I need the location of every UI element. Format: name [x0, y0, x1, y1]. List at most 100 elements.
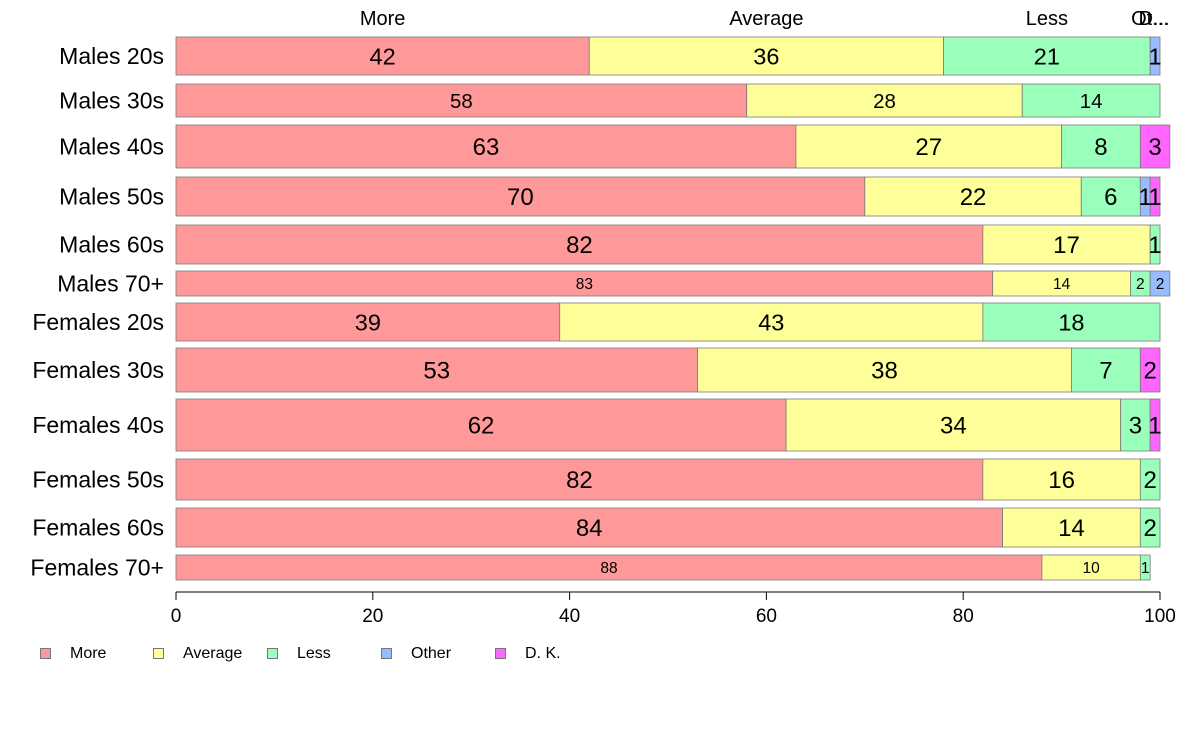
x-tick-label-60: 60: [756, 606, 777, 627]
bar-females-20s-less: [982, 302, 1161, 342]
x-tick-label-20: 20: [362, 606, 383, 627]
data-label-females-50s-more: 82: [566, 467, 593, 494]
top-label-average: Average: [729, 8, 803, 30]
data-label-males-20s-average: 36: [753, 43, 779, 69]
bar-males-30s-average: [746, 83, 1023, 118]
data-label-males-30s-less: 14: [1080, 90, 1103, 113]
bar-females-70-average: [1041, 554, 1141, 581]
x-tick-label-0: 0: [171, 606, 182, 627]
bar-females-20s-more: [175, 302, 561, 342]
bar-males-40s-more: [175, 124, 797, 169]
bar-females-40s-d-k: [1149, 398, 1161, 452]
data-label-females-20s-more: 39: [355, 309, 381, 335]
bar-females-60s-less: [1139, 507, 1161, 548]
data-label-males-50s-other: 1: [1139, 184, 1152, 211]
data-label-females-60s-more: 84: [576, 515, 603, 542]
data-label-females-40s-more: 62: [468, 413, 495, 440]
data-label-males-40s-less: 8: [1094, 134, 1107, 161]
data-label-males-60s-average: 17: [1053, 232, 1080, 259]
data-label-females-70-more: 88: [600, 560, 617, 577]
data-label-males-30s-average: 28: [873, 90, 896, 113]
bar-males-60s-more: [175, 224, 984, 265]
data-label-males-50s-less: 6: [1104, 184, 1117, 211]
data-label-females-50s-average: 16: [1048, 467, 1075, 494]
category-label-females-50s: Females 50s: [32, 467, 164, 493]
bar-females-30s-more: [175, 347, 698, 393]
bar-males-50s-d-k: [1149, 176, 1161, 217]
data-label-males-50s-d-k: 1: [1148, 184, 1161, 211]
category-label-males-70: Males 70+: [57, 271, 164, 297]
data-label-females-60s-average: 14: [1058, 515, 1085, 542]
bar-males-40s-d-k: [1139, 124, 1171, 169]
legend-swatch-more: [40, 648, 51, 659]
bar-females-30s-average: [697, 347, 1072, 393]
category-label-females-40s: Females 40s: [32, 412, 164, 438]
bar-females-60s-more: [175, 507, 1003, 548]
data-label-females-70-less: 1: [1141, 560, 1150, 577]
x-tick-label-40: 40: [559, 606, 580, 627]
bar-males-70-other: [1149, 270, 1171, 297]
legend-label-other: Other: [411, 645, 452, 662]
data-label-males-50s-average: 22: [960, 184, 987, 211]
data-label-females-30s-less: 7: [1099, 358, 1112, 385]
bar-males-20s-less: [943, 36, 1151, 76]
legend-swatch-less: [267, 648, 278, 659]
legend-label-less: Less: [297, 645, 331, 662]
data-label-males-40s-d-k: 3: [1148, 134, 1161, 161]
data-label-males-60s-more: 82: [566, 232, 593, 259]
legend-swatch-dk: [495, 648, 506, 659]
x-tick-label-100: 100: [1144, 606, 1176, 627]
category-label-males-20s: Males 20s: [59, 43, 164, 69]
bar-males-30s-less: [1021, 83, 1161, 118]
bar-males-70-average: [992, 270, 1131, 297]
data-label-females-30s-average: 38: [871, 358, 898, 385]
bar-males-40s-average: [795, 124, 1062, 169]
bar-females-40s-average: [785, 398, 1122, 452]
data-label-females-20s-less: 18: [1058, 309, 1084, 335]
category-label-males-40s: Males 40s: [59, 134, 164, 160]
category-label-females-20s: Females 20s: [32, 309, 164, 335]
bar-females-70-less: [1139, 554, 1151, 581]
data-label-males-70-more: 83: [576, 276, 593, 293]
data-label-females-30s-d-k: 2: [1143, 358, 1156, 385]
bar-females-20s-average: [559, 302, 984, 342]
data-label-females-40s-d-k: 1: [1148, 413, 1161, 440]
legend-swatch-average: [153, 648, 164, 659]
legend-label-dk: D. K.: [525, 645, 561, 662]
category-label-females-70: Females 70+: [30, 555, 164, 581]
legend-label-average: Average: [183, 645, 243, 662]
bar-females-60s-average: [1002, 507, 1141, 548]
legend-swatch-other: [381, 648, 392, 659]
data-label-males-70-average: 14: [1053, 276, 1071, 293]
bar-females-30s-less: [1071, 347, 1141, 393]
data-label-males-40s-average: 27: [915, 134, 942, 161]
data-label-males-20s-other: 1: [1149, 43, 1162, 69]
bar-males-40s-less: [1061, 124, 1141, 169]
bar-males-20s-more: [175, 36, 590, 76]
data-label-females-70-average: 10: [1082, 560, 1100, 577]
data-label-females-30s-more: 53: [423, 358, 450, 385]
category-label-males-60s: Males 60s: [59, 232, 164, 258]
bar-males-20s-other: [1149, 36, 1161, 76]
data-label-females-40s-less: 3: [1129, 413, 1142, 440]
category-label-females-60s: Females 60s: [32, 515, 164, 541]
data-label-females-50s-less: 2: [1143, 467, 1156, 494]
top-label-d-k: D...: [1138, 8, 1169, 30]
data-label-females-60s-less: 2: [1143, 515, 1156, 542]
top-label-less: Less: [1026, 8, 1068, 30]
data-label-males-20s-more: 42: [370, 43, 396, 69]
data-label-males-70-less: 2: [1136, 276, 1145, 293]
bar-males-50s-less: [1080, 176, 1141, 217]
x-tick-label-80: 80: [953, 606, 974, 627]
data-label-females-20s-average: 43: [758, 309, 784, 335]
data-label-males-20s-less: 21: [1034, 43, 1060, 69]
bar-females-50s-average: [982, 458, 1141, 501]
top-label-more: More: [360, 8, 406, 30]
data-label-males-40s-more: 63: [473, 134, 500, 161]
bar-males-50s-average: [864, 176, 1082, 217]
category-label-males-50s: Males 50s: [59, 184, 164, 210]
data-label-males-30s-more: 58: [450, 90, 473, 113]
top-label-other: Ot...: [1131, 8, 1169, 30]
category-label-females-30s: Females 30s: [32, 357, 164, 383]
